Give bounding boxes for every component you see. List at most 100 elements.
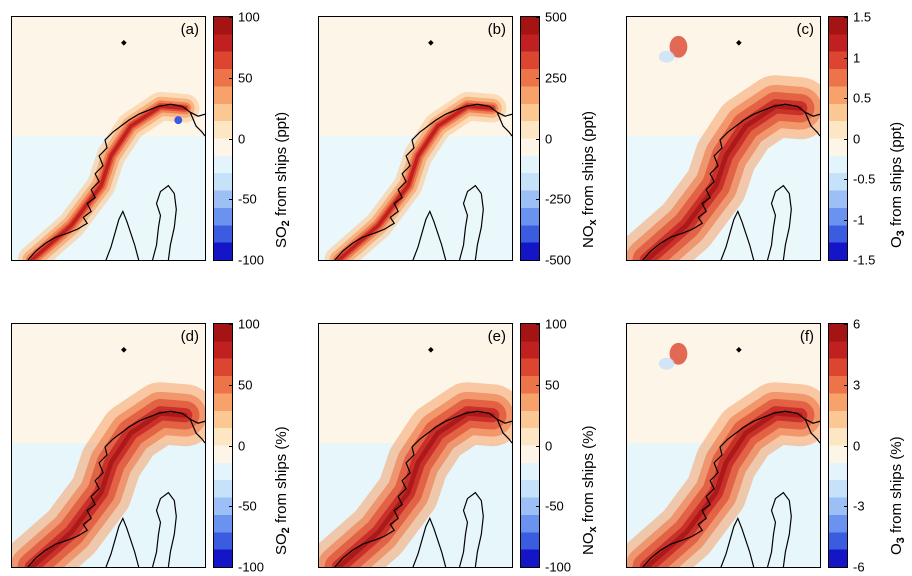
panel-e-colorbar-tick: -50 (545, 498, 564, 514)
panel-b-coastline (334, 103, 512, 260)
panel-e-colorbar-tick: 100 (545, 316, 567, 332)
panel-a-species-subscript: 2 (280, 220, 292, 227)
panel-f-colorbar-tick: -3 (853, 498, 865, 514)
panel-d-coast-east (189, 418, 205, 444)
panel-f-colorbar-tick: -6 (853, 559, 865, 575)
panel-a-gulf-of-bothnia (151, 184, 177, 260)
panel-b-units: from ships (ppt) (580, 111, 597, 220)
panel-a-lake-outline (105, 209, 140, 260)
panel-f-coastline (642, 410, 820, 567)
panel-d-colorbar-tick: 100 (238, 316, 260, 332)
panel-c-colorbar-tick: -0.5 (853, 171, 876, 187)
panel-e-map: (e) (318, 323, 513, 568)
panel-c-colorbar-tickmark (844, 57, 848, 59)
panel-a-units: from ships (ppt) (273, 111, 290, 221)
panel-e-colorbar-tickmark (536, 506, 540, 508)
panel-c-plume-coldspot (658, 50, 675, 63)
panel-b-gulf-of-bothnia (458, 184, 484, 260)
panel-d-colorbar-tick: 50 (238, 377, 253, 393)
panel-f-colorbar-tick: 0 (853, 438, 861, 453)
panel-e-coastline (334, 410, 512, 567)
panel-a-map-svg (12, 17, 205, 260)
panel-c-coast-east (804, 111, 820, 137)
panel-d-colorbar-tickmark (229, 567, 233, 568)
panel-d-colorbar-tickmark (229, 445, 233, 447)
panel-a-coast-east (189, 111, 205, 137)
panel-c-species-subscript: 3 (895, 230, 907, 237)
panel-a-colorbar-tick: -100 (238, 252, 265, 268)
panel-d-lake-outline (105, 516, 140, 567)
panel-d-colorbar-tickmark (229, 324, 233, 325)
panel-a-colorbar-tick: 50 (238, 70, 253, 86)
panel-a-colorbar-tickmark (229, 138, 233, 140)
panel-f-coast-east (804, 418, 820, 444)
panel-e-colorbar-tickmark (536, 567, 540, 568)
panel-d-colorbar-tick: -50 (238, 498, 257, 514)
panel-a-colorbar-label: SO2 from ships (ppt) (273, 112, 292, 248)
panel-e-lake-outline (412, 516, 447, 567)
panel-e-colorbar-tick: -100 (545, 559, 572, 575)
panel-a-colorbar-tickmark (229, 77, 233, 79)
panel-b-species-subscript: x (587, 219, 599, 226)
panel-f-plume-coldspot (658, 357, 675, 370)
panel-a-colorbar-tick: 100 (238, 9, 260, 25)
panel-e-colorbar-tickmark (536, 384, 540, 386)
panel-c-colorbar-tick: 0.5 (853, 90, 872, 106)
panel-c-colorbar-tick: -1 (853, 212, 865, 227)
panel-a-colorbar-tickmark (229, 17, 233, 18)
panel-b-colorbar-tickmark (536, 199, 540, 201)
panel-d-species: SO (273, 533, 290, 555)
panel-e-label: (e) (487, 328, 506, 345)
panel-b-species: NO (580, 225, 597, 249)
panel-b-map-svg (319, 17, 512, 260)
panel-f-map: (f) (626, 323, 821, 568)
panel-f-colorbar-tickmark (844, 567, 848, 568)
panel-a-colorbar-tick: 0 (238, 131, 246, 146)
panel-a-colorbar-tickmark (229, 199, 233, 201)
panel-f-units: from ships (%) (888, 436, 905, 538)
panel-d-colorbar-tickmark (229, 384, 233, 386)
panel-c-species: O (888, 236, 905, 248)
panel-f-colorbar-tickmark (844, 445, 848, 447)
panel-c-island (736, 39, 742, 46)
panel-c-gulf-of-bothnia (766, 184, 792, 260)
panel-c-colorbar-tick: -1.5 (853, 252, 876, 268)
panel-f-colorbar-tickmark (844, 384, 848, 386)
panel-a-map: (a) (11, 16, 206, 261)
panel-e-gulf-of-bothnia (458, 491, 484, 567)
panel-f-label: (f) (799, 328, 814, 345)
panel-e-units: from ships (%) (580, 425, 597, 527)
panel-c-colorbar-tick: 1 (853, 50, 861, 65)
panel-c-colorbar-tickmark (844, 219, 848, 221)
panel-b-colorbar-tick: -500 (545, 252, 572, 268)
panel-b-colorbar-tick: 500 (545, 9, 567, 25)
panel-b-colorbar-tick: 250 (545, 70, 567, 86)
panel-c-coastline (642, 103, 820, 260)
panel-f-colorbar-tick: 3 (853, 377, 861, 393)
panel-e-colorbar-tick: 0 (545, 438, 553, 453)
panel-e-colorbar-tickmark (536, 324, 540, 325)
panel-b-colorbar-label: NOx from ships (ppt) (580, 111, 599, 248)
panel-d-gulf-of-bothnia (151, 491, 177, 567)
panel-f-island (736, 346, 742, 353)
panel-d-label: (d) (180, 328, 199, 345)
panel-d-colorbar-tick: -100 (238, 559, 265, 575)
panel-d-coastline (27, 410, 205, 567)
panel-b-colorbar-tickmark (536, 77, 540, 79)
panel-b-colorbar-tick: -250 (545, 191, 572, 207)
panel-c-colorbar-tickmark (844, 98, 848, 99)
panel-b-label: (b) (487, 21, 506, 38)
panel-d-colorbar-tick: 0 (238, 438, 246, 453)
panel-c-colorbar-tickmark (844, 179, 848, 180)
panel-b-colorbar-tickmark (536, 260, 540, 261)
panel-e-colorbar-tickmark (536, 445, 540, 447)
panel-c-plume-hotspot (669, 35, 688, 58)
panel-a-island (121, 39, 127, 46)
panel-b-coast-east (496, 111, 512, 137)
panel-c-map: (c) (626, 16, 821, 261)
panel-c-colorbar-tick: 1.5 (853, 9, 872, 25)
panel-a-species: SO (273, 226, 290, 248)
panel-b-colorbar-tickmark (536, 17, 540, 18)
panel-a-label: (a) (180, 21, 199, 38)
panel-f-species: O (888, 543, 905, 555)
